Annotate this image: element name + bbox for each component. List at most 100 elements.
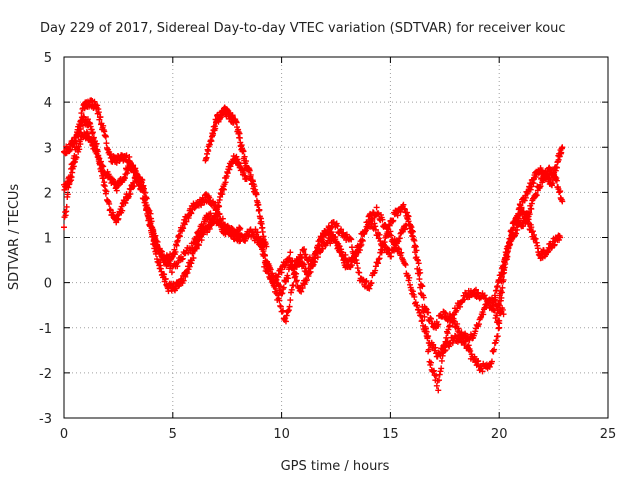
data-point <box>388 253 395 260</box>
data-point <box>433 382 440 389</box>
y-tick-label: -3 <box>39 412 52 427</box>
data-point <box>96 155 103 162</box>
data-point <box>388 232 395 239</box>
data-point <box>258 240 265 247</box>
data-point <box>340 257 347 264</box>
data-point <box>550 176 557 183</box>
data-point <box>481 292 488 299</box>
data-point <box>287 249 294 256</box>
data-point <box>383 230 390 237</box>
data-point <box>298 253 305 260</box>
data-point <box>77 117 84 124</box>
data-point <box>491 346 498 353</box>
data-point <box>404 212 411 219</box>
data-point <box>503 252 510 259</box>
data-point <box>395 238 402 245</box>
series-track-b <box>61 128 250 295</box>
data-point <box>261 251 268 258</box>
data-point <box>458 329 465 336</box>
data-point <box>298 288 305 295</box>
data-point <box>162 275 169 282</box>
data-point <box>286 303 293 310</box>
data-point <box>372 226 379 233</box>
data-point <box>420 308 427 315</box>
x-tick-label: 15 <box>382 427 399 442</box>
data-point <box>391 247 398 254</box>
data-point <box>396 235 403 242</box>
data-point <box>528 183 535 190</box>
data-point <box>142 196 149 203</box>
data-point <box>211 218 218 225</box>
data-point <box>381 239 388 246</box>
data-point <box>301 281 308 288</box>
data-point <box>287 297 294 304</box>
data-point <box>400 201 407 208</box>
data-point <box>284 272 291 279</box>
data-point <box>553 164 560 171</box>
data-point <box>94 102 101 109</box>
data-point <box>288 286 295 293</box>
data-point <box>256 207 263 214</box>
data-point <box>475 358 482 365</box>
data-point <box>188 210 195 217</box>
data-point <box>285 307 292 314</box>
data-point <box>497 306 504 313</box>
data-point <box>243 158 250 165</box>
data-point <box>407 222 414 229</box>
data-point <box>148 225 155 232</box>
data-point <box>500 311 507 318</box>
data-point <box>226 166 233 173</box>
data-point <box>489 303 496 310</box>
data-point <box>373 204 380 211</box>
data-point <box>301 261 308 268</box>
data-point <box>520 223 527 230</box>
data-point <box>498 294 505 301</box>
data-point <box>204 229 211 236</box>
data-point <box>557 234 564 241</box>
data-point <box>311 254 318 261</box>
data-point <box>290 266 297 273</box>
x-tick-label: 0 <box>60 427 68 442</box>
data-point <box>338 248 345 255</box>
data-point <box>386 222 393 229</box>
data-point <box>103 188 110 195</box>
data-point <box>237 225 244 232</box>
data-point <box>480 311 487 318</box>
data-point <box>557 188 564 195</box>
data-point <box>288 261 295 268</box>
data-point <box>292 273 299 280</box>
data-point <box>285 259 292 266</box>
data-point <box>526 211 533 218</box>
data-point <box>180 277 187 284</box>
data-point <box>113 187 120 194</box>
data-point <box>283 312 290 319</box>
data-point <box>411 293 418 300</box>
data-point <box>202 218 209 225</box>
data-point <box>106 200 113 207</box>
data-point <box>414 265 421 272</box>
data-point <box>119 207 126 214</box>
data-point <box>303 276 310 283</box>
data-point <box>195 242 202 249</box>
data-point <box>413 254 420 261</box>
data-point <box>327 240 334 247</box>
data-point <box>533 192 540 199</box>
chart-title: Day 229 of 2017, Sidereal Day-to-day VTE… <box>40 21 566 36</box>
data-point <box>475 321 482 328</box>
data-point <box>398 249 405 256</box>
data-point <box>278 269 285 276</box>
data-point <box>229 112 236 119</box>
data-point <box>354 260 361 267</box>
data-point <box>427 315 434 322</box>
data-point <box>302 251 309 258</box>
data-point <box>274 292 281 299</box>
data-point <box>339 252 346 259</box>
data-point <box>263 264 270 271</box>
data-point <box>433 372 440 379</box>
data-point <box>462 338 469 345</box>
data-point <box>76 146 83 153</box>
y-axis-label: SDTVAR / TECUs <box>7 184 22 291</box>
data-point <box>492 294 499 301</box>
data-point <box>375 256 382 263</box>
data-point <box>249 178 256 185</box>
